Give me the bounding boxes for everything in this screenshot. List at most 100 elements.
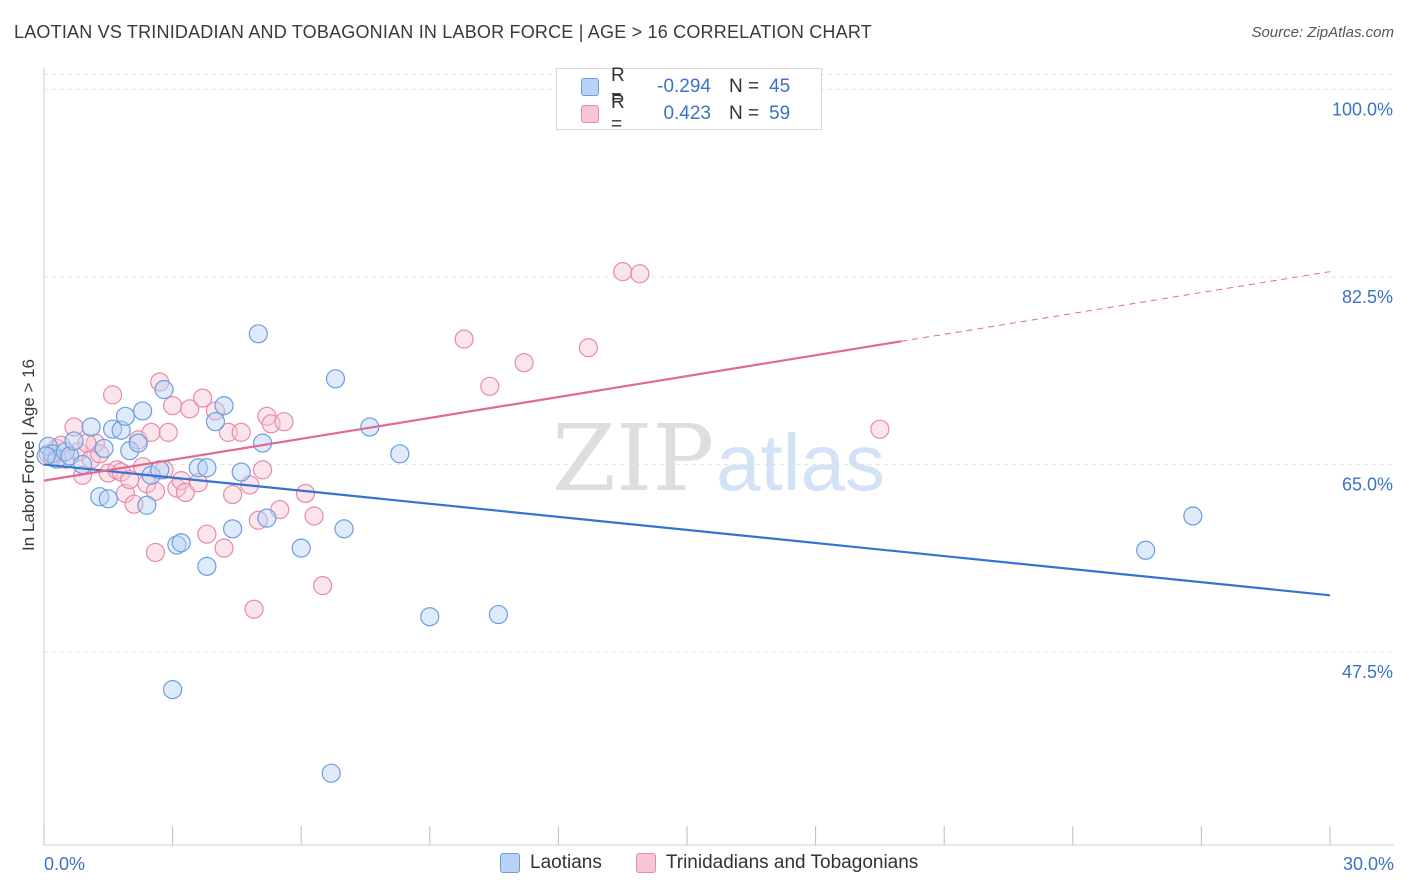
data-point-laotian bbox=[248, 324, 268, 344]
data-point-laotian bbox=[163, 679, 183, 700]
data-point-trinidadian bbox=[188, 473, 208, 493]
data-point-laotian bbox=[98, 489, 118, 509]
y-axis-label: In Labor Force | Age > 16 bbox=[19, 359, 38, 551]
data-point-trinidadian bbox=[163, 395, 183, 416]
source-label: Source: ZipAtlas.com bbox=[1251, 24, 1394, 41]
data-point-trinidadian bbox=[274, 412, 294, 432]
legend-item-trinidadians[interactable]: Trinidadians and Tobagonians bbox=[635, 852, 919, 874]
data-point-laotian bbox=[197, 556, 217, 576]
data-point-laotian bbox=[1136, 540, 1156, 560]
data-point-laotian bbox=[81, 417, 101, 437]
data-point-laotian bbox=[231, 462, 251, 482]
data-point-laotian bbox=[1183, 506, 1203, 526]
data-point-trinidadian bbox=[231, 422, 251, 442]
watermark-zip: ZIP bbox=[552, 405, 714, 512]
legend-row-laotians: R = -0.294 N = 45 bbox=[581, 65, 791, 108]
chart-title: LAOTIAN VS TRINIDADIAN AND TOBAGONIAN IN… bbox=[14, 22, 872, 42]
data-point-laotian bbox=[128, 433, 148, 453]
legend-swatch-blue bbox=[581, 78, 599, 96]
data-point-trinidadian bbox=[145, 542, 166, 563]
legend-label-trinidadians: Trinidadians and Tobagonians bbox=[665, 852, 919, 873]
y-tick-labels: 47.5% 65.0% 82.5% 100.0% bbox=[1332, 99, 1393, 682]
data-point-laotian bbox=[257, 508, 277, 528]
x-tick-labels: 0.0% 30.0% bbox=[44, 854, 1394, 874]
series-legend: Laotians Trinidadians and Tobagonians bbox=[500, 852, 952, 874]
trend-line-trinidadians bbox=[43, 340, 902, 482]
data-point-laotian bbox=[223, 519, 243, 539]
data-point-laotian bbox=[94, 438, 114, 459]
legend-r-value: -0.294 bbox=[657, 76, 711, 97]
data-point-laotian bbox=[321, 763, 341, 783]
data-point-trinidadian bbox=[480, 376, 500, 396]
data-point-trinidadian bbox=[193, 388, 213, 408]
legend-r-value: 0.423 bbox=[663, 103, 711, 124]
legend-r-label: R = bbox=[611, 92, 625, 135]
data-point-laotian bbox=[132, 401, 153, 421]
data-point-laotian bbox=[334, 519, 354, 539]
data-point-trinidadian bbox=[253, 460, 273, 480]
data-point-trinidadian bbox=[223, 484, 243, 505]
y-tick-label: 65.0% bbox=[1342, 475, 1393, 495]
data-point-trinidadian bbox=[514, 353, 534, 373]
data-point-trinidadian bbox=[175, 482, 196, 503]
legend-swatch-pink bbox=[635, 853, 656, 873]
legend-item-laotians[interactable]: Laotians bbox=[500, 852, 602, 874]
data-point-laotian bbox=[115, 406, 136, 426]
y-tick-label: 47.5% bbox=[1342, 662, 1393, 682]
data-point-laotian bbox=[205, 412, 226, 432]
data-point-trinidadian bbox=[145, 481, 166, 501]
data-point-laotian bbox=[291, 538, 311, 558]
data-point-laotian bbox=[390, 444, 410, 464]
x-tick-marks bbox=[43, 826, 1331, 845]
legend-swatch-pink bbox=[581, 105, 599, 123]
legend-swatch-blue bbox=[500, 853, 520, 873]
data-point-trinidadian bbox=[141, 422, 161, 442]
series-laotian-points bbox=[36, 324, 1203, 783]
data-point-trinidadian bbox=[304, 506, 324, 526]
data-point-laotian bbox=[36, 446, 56, 466]
legend-n-label: N = bbox=[729, 76, 760, 97]
data-point-trinidadian bbox=[630, 264, 650, 284]
data-point-trinidadian bbox=[158, 422, 178, 442]
data-point-laotian bbox=[488, 604, 508, 625]
trend-line-trinidadians-extension bbox=[901, 271, 1331, 342]
data-point-laotian bbox=[72, 454, 93, 475]
data-point-laotian bbox=[197, 458, 217, 478]
data-point-laotian bbox=[64, 431, 84, 451]
data-point-laotian bbox=[325, 369, 346, 389]
data-point-laotian bbox=[214, 395, 234, 416]
watermark: ZIP atlas bbox=[552, 405, 885, 512]
data-point-laotian bbox=[171, 533, 191, 553]
data-point-trinidadian bbox=[870, 419, 890, 439]
data-point-trinidadian bbox=[214, 538, 234, 558]
data-point-trinidadian bbox=[313, 576, 333, 596]
y-tick-label: 100.0% bbox=[1332, 99, 1393, 119]
x-tick-label: 30.0% bbox=[1343, 854, 1394, 874]
data-point-trinidadian bbox=[180, 399, 200, 419]
data-point-trinidadian bbox=[295, 483, 316, 504]
trend-line-laotians bbox=[43, 463, 1331, 597]
legend-n-value: 59 bbox=[769, 103, 791, 124]
legend-n-value: 45 bbox=[769, 76, 791, 97]
data-point-trinidadian bbox=[102, 385, 123, 405]
data-point-trinidadian bbox=[64, 417, 84, 437]
data-point-laotian bbox=[420, 607, 440, 627]
data-point-laotian bbox=[137, 495, 157, 515]
legend-r-label: R = bbox=[611, 65, 625, 108]
legend-row-trinidadians: R = 0.423 N = 59 bbox=[581, 92, 791, 135]
watermark-atlas: atlas bbox=[716, 418, 885, 507]
data-point-trinidadian bbox=[197, 524, 217, 544]
y-tick-label: 82.5% bbox=[1342, 287, 1393, 307]
legend-label-laotians: Laotians bbox=[530, 852, 602, 873]
data-point-trinidadian bbox=[613, 262, 633, 282]
legend-n-label: N = bbox=[729, 103, 760, 124]
grid-lines bbox=[44, 73, 1394, 653]
trend-lines bbox=[43, 271, 1331, 597]
data-point-trinidadian bbox=[578, 338, 599, 358]
data-point-trinidadian bbox=[244, 599, 264, 619]
x-tick-label: 0.0% bbox=[44, 854, 85, 874]
data-point-trinidadian bbox=[454, 329, 474, 349]
stats-legend: R = -0.294 N = 45 R = 0.423 N = 59 bbox=[556, 65, 822, 135]
data-point-laotian bbox=[154, 379, 174, 400]
